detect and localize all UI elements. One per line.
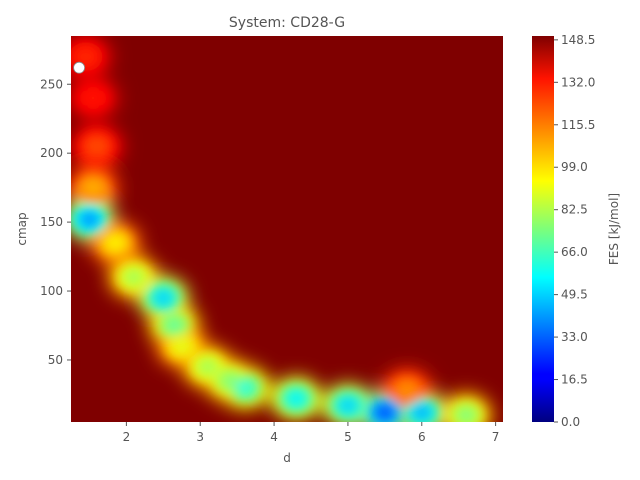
y-tick-label-50: 50 bbox=[48, 353, 63, 367]
fes-region-inner-1 bbox=[83, 90, 104, 107]
colorbar-tick-label-49.5: 49.5 bbox=[561, 288, 588, 302]
x-tick-label-2: 2 bbox=[123, 430, 131, 444]
fes-region-inner-6 bbox=[123, 269, 144, 286]
colorbar-tick-label-0.0: 0.0 bbox=[561, 415, 580, 429]
fes-region-inner-17 bbox=[397, 382, 417, 399]
colorbar-ticks: 0.0 16.5 33.0 49.5 66.0 82.5 99.0 115.5 132.0 148… bbox=[554, 33, 595, 429]
fes-region-inner-16 bbox=[456, 407, 477, 422]
colorbar-tick-label-132.0: 132.0 bbox=[561, 75, 595, 89]
x-axis: 2 3 4 5 6 7 bbox=[123, 422, 500, 444]
x-tick-label-4: 4 bbox=[270, 430, 278, 444]
y-tick-label-100: 100 bbox=[40, 284, 63, 298]
fes-region-inner-10 bbox=[197, 358, 218, 375]
fes-region-inner-4 bbox=[79, 211, 100, 228]
x-tick-label-3: 3 bbox=[196, 430, 204, 444]
fes-region-inner-13 bbox=[337, 397, 358, 414]
colorbar-tick-label-99.0: 99.0 bbox=[561, 160, 588, 174]
fes-region-inner-14 bbox=[374, 404, 395, 421]
y-axis: 50 100 150 200 250 bbox=[40, 77, 71, 367]
y-tick-label-150: 150 bbox=[40, 215, 63, 229]
chart-title: System: CD28-G bbox=[229, 15, 345, 31]
fes-region-inner-11 bbox=[234, 379, 255, 396]
fes-layer-inner bbox=[75, 48, 477, 422]
colorbar-tick-label-82.5: 82.5 bbox=[561, 203, 588, 217]
fes-region-inner-0 bbox=[75, 48, 96, 65]
fes-region-inner-9 bbox=[171, 338, 192, 355]
plot-area bbox=[71, 36, 503, 422]
colorbar bbox=[532, 36, 554, 422]
fes-region-inner-2 bbox=[86, 138, 107, 155]
fes-region-inner-8 bbox=[164, 317, 185, 334]
colorbar-tick-label-66.0: 66.0 bbox=[561, 245, 588, 259]
colorbar-label: FES [kJ/mol] bbox=[607, 193, 621, 265]
fes-region-inner-18 bbox=[219, 372, 240, 389]
colorbar-tick-label-16.5: 16.5 bbox=[561, 373, 588, 387]
minimum-marker bbox=[73, 61, 86, 74]
x-tick-label-7: 7 bbox=[492, 430, 500, 444]
colorbar-tick-label-33.0: 33.0 bbox=[561, 330, 588, 344]
colorbar-tick-label-115.5: 115.5 bbox=[561, 118, 595, 132]
x-tick-label-6: 6 bbox=[418, 430, 426, 444]
fes-region-inner-5 bbox=[105, 234, 126, 251]
y-tick-label-250: 250 bbox=[40, 77, 63, 91]
y-axis-label: cmap bbox=[15, 212, 29, 245]
fes-region-inner-15 bbox=[411, 404, 432, 421]
fes-background bbox=[71, 36, 503, 422]
x-axis-label: d bbox=[283, 451, 291, 465]
fes-region-inner-7 bbox=[153, 289, 174, 306]
fes-region-inner-3 bbox=[83, 179, 104, 196]
colorbar-tick-label-148.5: 148.5 bbox=[561, 33, 595, 47]
fes-region-inner-12 bbox=[286, 390, 307, 407]
y-tick-label-200: 200 bbox=[40, 146, 63, 160]
x-tick-label-5: 5 bbox=[344, 430, 352, 444]
